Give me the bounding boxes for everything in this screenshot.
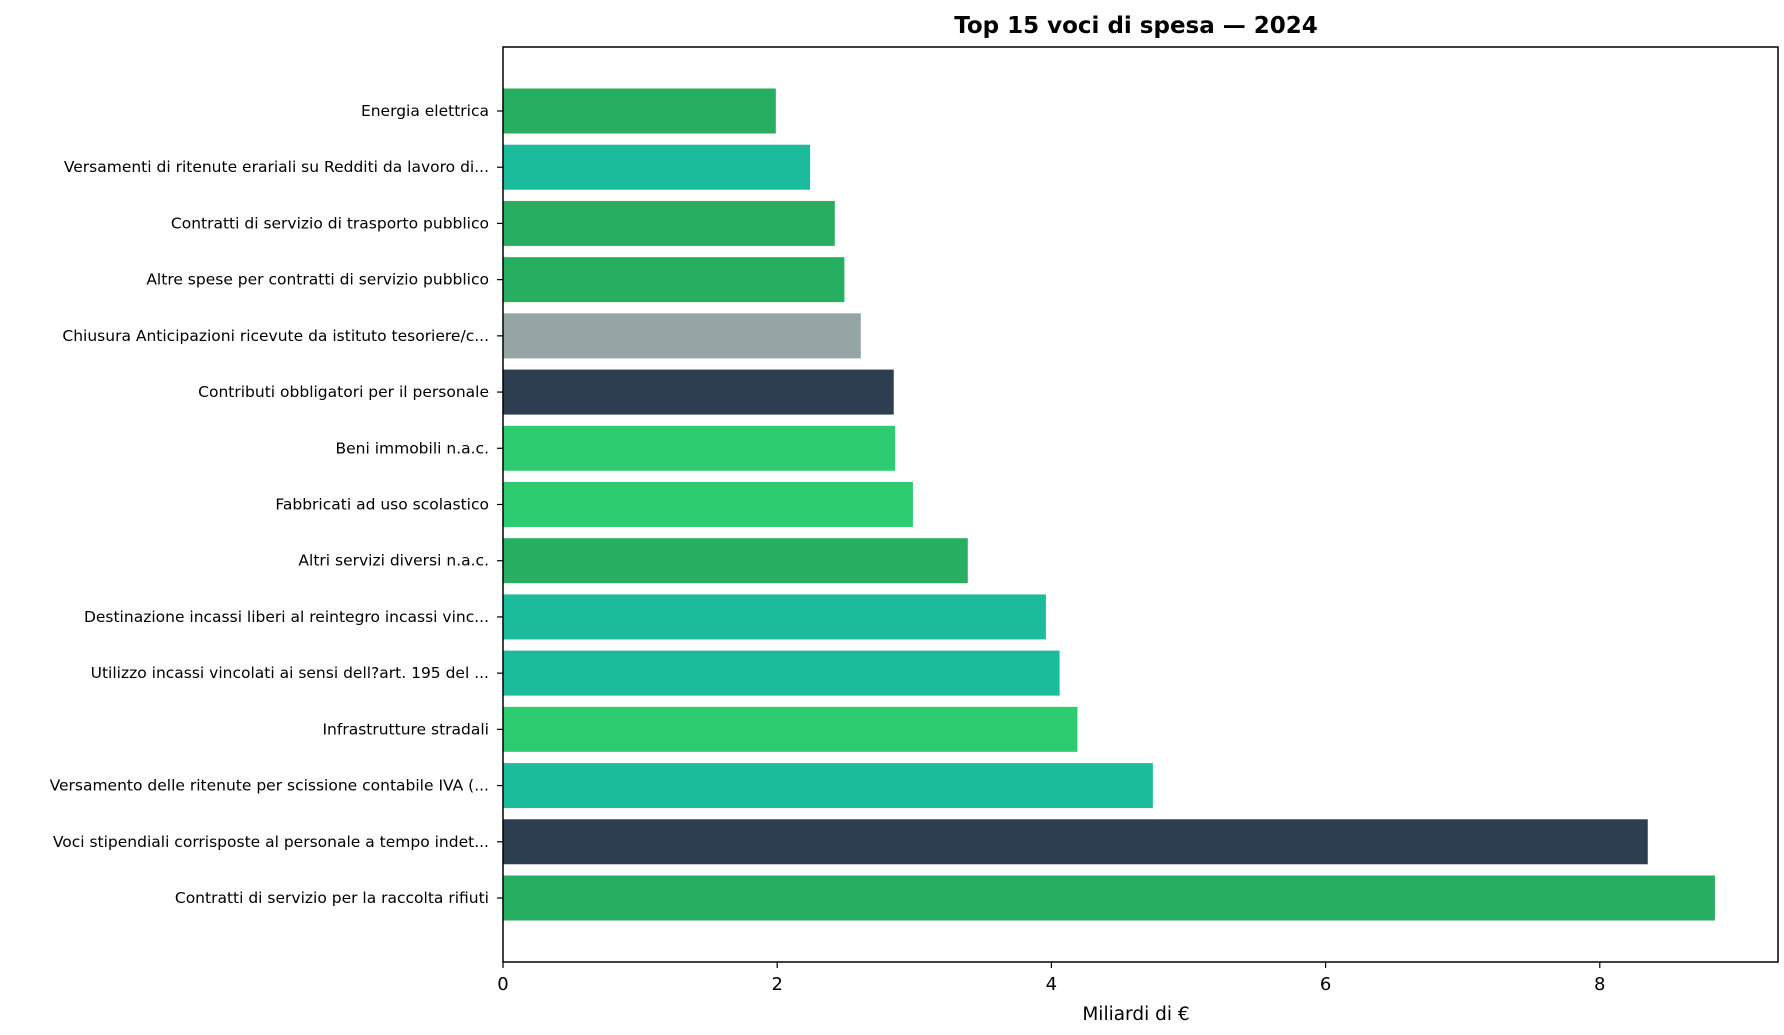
x-tick-label: 0 [497,974,508,995]
bar [503,538,968,584]
category-label: Destinazione incassi liberi al reintegro… [84,608,489,626]
category-label: Utilizzo incassi vincolati ai sensi dell… [91,664,489,682]
bar [503,594,1046,640]
bars-group [503,88,1715,921]
category-label: Altre spese per contratti di servizio pu… [146,271,489,289]
category-label: Contributi obbligatori per il personale [198,383,489,401]
category-label: Altri servizi diversi n.a.c. [298,552,489,570]
bar [503,257,845,303]
bar [503,369,894,415]
bar [503,706,1078,752]
category-label: Versamento delle ritenute per scissione … [50,777,489,795]
bar [503,819,1648,865]
bar [503,425,896,471]
category-label: Voci stipendiali corrisposte al personal… [53,833,489,851]
x-tick-label: 8 [1594,974,1605,995]
x-tick-label: 4 [1046,974,1057,995]
x-tick-label: 6 [1320,974,1331,995]
bar [503,144,811,190]
bar [503,313,861,359]
category-label: Chiusura Anticipazioni ricevute da istit… [62,327,489,345]
chart-title: Top 15 voci di spesa — 2024 [954,13,1318,39]
category-label: Fabbricati ad uso scolastico [275,496,489,514]
x-axis-label: Miliardi di € [1082,1004,1189,1025]
category-label: Contratti di servizio per la raccolta ri… [175,889,489,907]
x-tick-label: 2 [771,974,782,995]
bar [503,200,835,246]
bar [503,650,1060,696]
bar [503,482,913,527]
category-label: Versamenti di ritenute erariali su Reddi… [64,158,489,176]
plot-frame [502,46,1779,963]
bar [503,763,1153,809]
category-label: Contratti di servizio di trasporto pubbl… [171,214,489,232]
x-ticks-group: 0 2 4 6 8 [497,962,1606,995]
category-label: Energia elettrica [361,102,489,120]
category-label: Infrastrutture stradali [322,720,489,738]
category-label: Beni immobili n.a.c. [335,439,489,457]
bar [503,875,1715,921]
bar [503,88,776,134]
category-labels-group: Contratti di servizio per la raccolta ri… [50,102,503,907]
